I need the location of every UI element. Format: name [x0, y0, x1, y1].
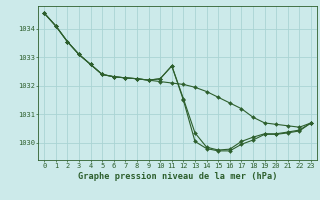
X-axis label: Graphe pression niveau de la mer (hPa): Graphe pression niveau de la mer (hPa) [78, 172, 277, 181]
